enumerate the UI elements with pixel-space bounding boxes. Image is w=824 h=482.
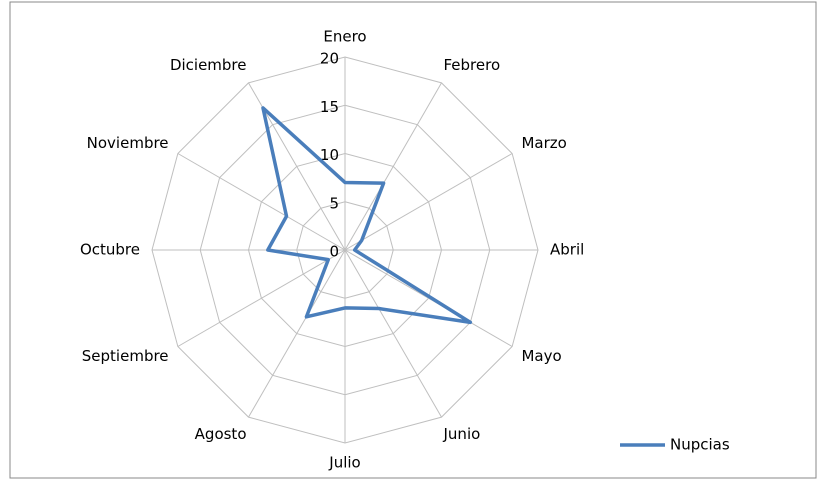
category-label: Agosto — [195, 425, 247, 443]
category-label: Marzo — [521, 134, 566, 152]
series-line — [261, 106, 473, 325]
spoke — [177, 249, 346, 347]
spoke — [344, 153, 513, 251]
category-label: Enero — [323, 28, 366, 46]
category-label: Septiembre — [82, 347, 169, 365]
legend-label: Nupcias — [670, 436, 730, 454]
chart-border — [9, 1, 817, 479]
category-label: Diciembre — [170, 56, 247, 74]
category-label: Julio — [328, 454, 360, 472]
spoke — [344, 249, 442, 418]
r-tick-label: 0 — [329, 243, 339, 261]
spoke — [177, 153, 346, 251]
spoke — [344, 82, 442, 251]
category-label: Mayo — [521, 347, 561, 365]
category-label: Junio — [443, 425, 481, 443]
r-tick-label: 10 — [320, 146, 339, 164]
r-tick-label: 20 — [320, 50, 339, 68]
category-label: Abril — [550, 241, 584, 259]
spoke — [248, 249, 346, 418]
category-label: Febrero — [444, 56, 501, 74]
category-label: Octubre — [80, 241, 140, 259]
r-tick-label: 5 — [329, 194, 339, 212]
category-label: Noviembre — [87, 134, 169, 152]
r-tick-label: 15 — [320, 98, 339, 116]
